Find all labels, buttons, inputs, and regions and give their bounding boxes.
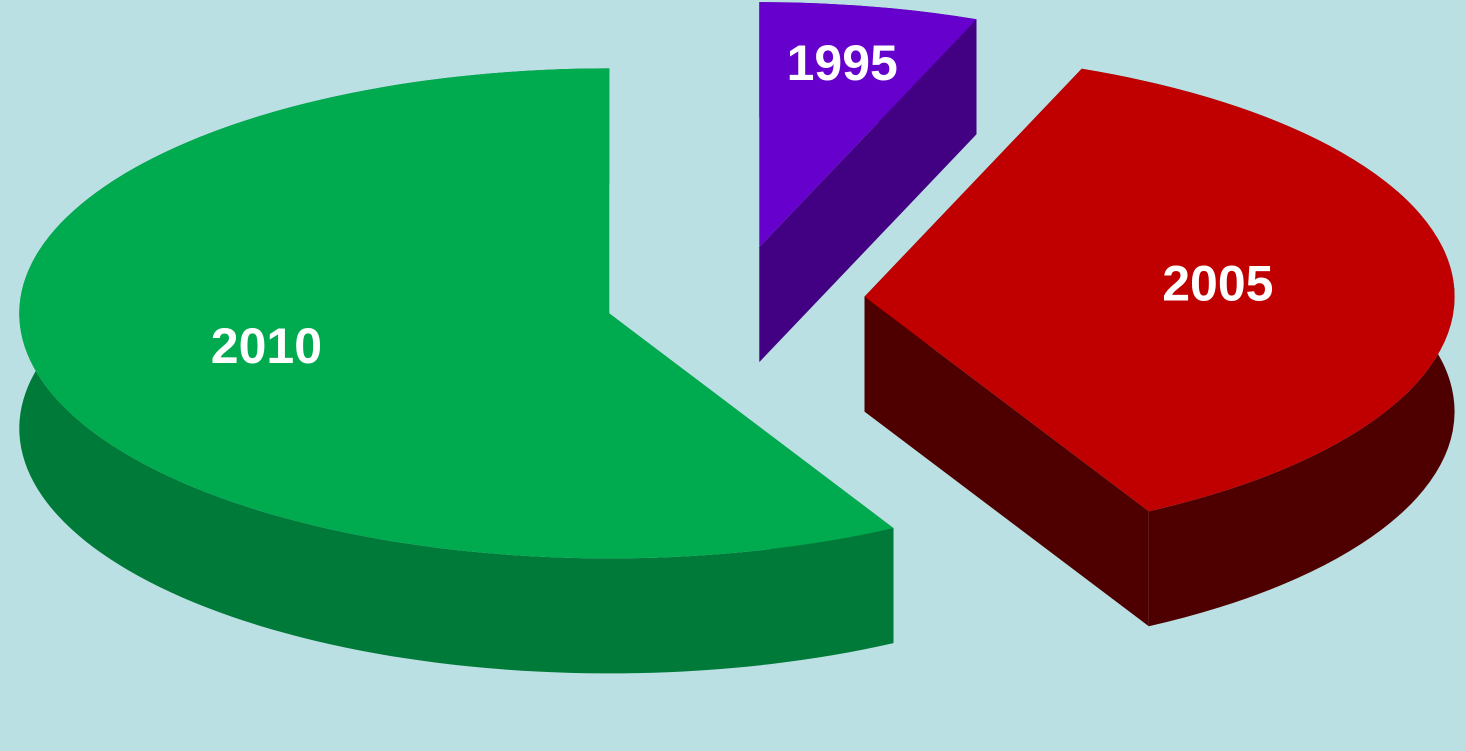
slice-label: 2010	[211, 318, 322, 374]
slice-top	[759, 2, 977, 248]
slice-top	[864, 68, 1455, 512]
slice-label: 2005	[1162, 256, 1273, 312]
slice-top	[19, 68, 894, 559]
slice-label: 1995	[787, 35, 898, 91]
slice-wall	[864, 296, 1149, 627]
